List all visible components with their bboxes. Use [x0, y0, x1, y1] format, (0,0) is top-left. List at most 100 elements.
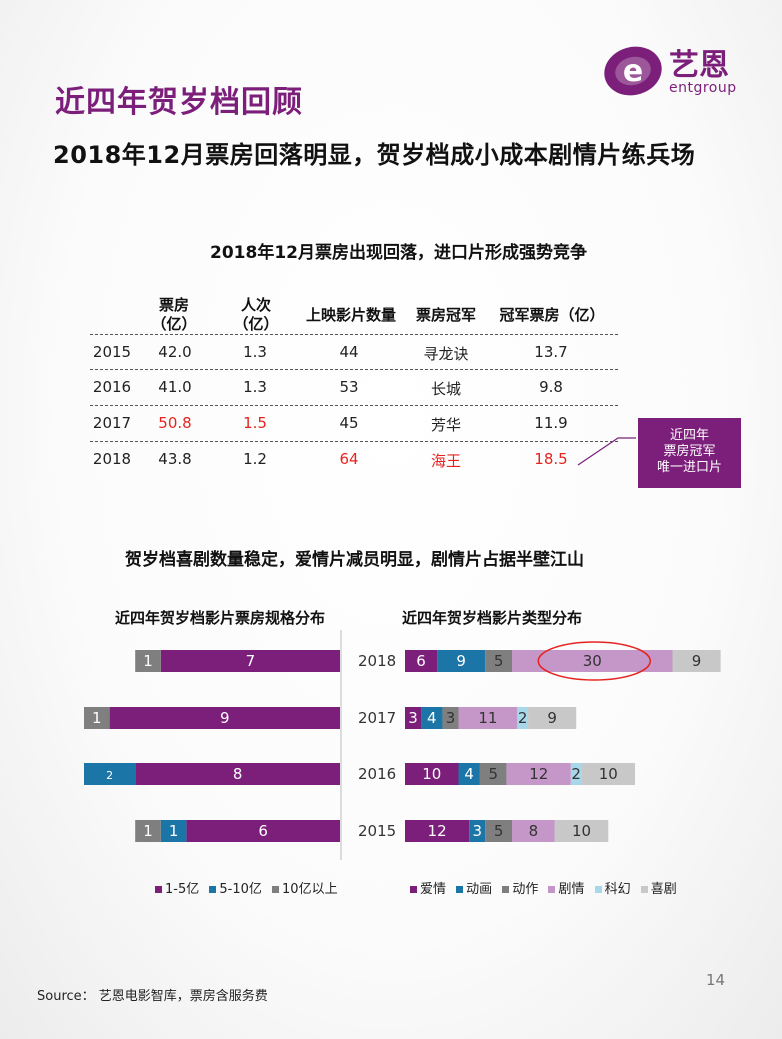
- table-row: 2018 43.8 1.2 64 海王 18.5: [90, 441, 618, 476]
- bar-segment: [135, 650, 161, 672]
- header-champion: 票房冠军: [415, 306, 476, 324]
- bar-segment: [512, 820, 555, 842]
- cell-box-office: 41.0: [158, 378, 192, 396]
- cell-champion: 长城: [430, 380, 461, 398]
- cell-attendance: 1.2: [243, 450, 267, 468]
- legend-label: 科幻: [604, 882, 631, 897]
- table-section-title: 2018年12月票房出现回落，进口片形成强势竞争: [210, 243, 587, 263]
- callout-line: 票房冠军: [663, 444, 716, 459]
- bar-value-label: 30: [583, 652, 602, 670]
- bar-value-label: 9: [547, 709, 557, 727]
- cell-year: 2017: [92, 414, 132, 432]
- legend-swatch: [155, 886, 162, 893]
- category-label: 2016: [358, 765, 396, 783]
- bar-value-label: 10: [422, 765, 441, 783]
- legend-item: 5-10亿: [209, 878, 262, 897]
- page-subtitle: 2018年12月票房回落明显，贺岁档成小成本剧情片练兵场: [53, 141, 696, 169]
- bar-segment: [437, 650, 486, 672]
- bar-value-label: 6: [416, 652, 426, 670]
- bar-value-label: 1: [143, 652, 153, 670]
- legend-label: 动画: [466, 882, 493, 897]
- highlight-ellipse: [537, 641, 651, 681]
- legend-label: 动作: [512, 882, 539, 897]
- legend-swatch: [548, 886, 556, 893]
- source-note: Source： 艺恩电影智库，票房含服务费: [37, 989, 268, 1004]
- row-divider: [90, 405, 618, 406]
- cell-year: 2016: [92, 378, 132, 396]
- bar-segment: [160, 650, 340, 672]
- bar-segment: [458, 707, 518, 729]
- bar-value-label: 8: [529, 822, 539, 840]
- legend-swatch: [209, 886, 217, 893]
- header-attendance-line1: 人次: [240, 296, 271, 314]
- bar-segment: [485, 820, 512, 842]
- row-divider: [90, 334, 618, 335]
- bar-value-label: 3: [446, 709, 456, 727]
- header-film-count: 上映影片数量: [305, 306, 396, 324]
- bar-segment: [554, 820, 609, 842]
- table-row: 2016 41.0 1.3 53 长城 9.8: [90, 369, 618, 404]
- bar-value-label: 9: [692, 652, 702, 670]
- page-number: 14: [706, 971, 726, 989]
- bar-value-label: 10: [572, 822, 591, 840]
- legend-swatch: [272, 886, 280, 893]
- bar-segment: [570, 763, 582, 785]
- bar-value-label: 12: [529, 765, 548, 783]
- bar-segment: [528, 707, 577, 729]
- bar-segment: [84, 763, 136, 785]
- cell-year: 2015: [92, 343, 132, 361]
- bar-segment: [405, 820, 470, 842]
- header-box-office-line1: 票房: [158, 296, 189, 314]
- bar-value-label: 2: [106, 769, 113, 782]
- callout-box: 近四年 票房冠军 唯一进口片: [638, 418, 741, 488]
- logo-cn-text: 艺恩: [669, 48, 729, 83]
- legend-swatch: [410, 886, 417, 893]
- legend-label: 爱情: [420, 882, 447, 897]
- legend-box-office-scale: 1-5亿 5-10亿 10亿以上: [155, 878, 344, 897]
- bar-value-label: 1: [92, 709, 102, 727]
- legend-label: 剧情: [558, 882, 585, 897]
- cell-box-office: 43.8: [158, 450, 192, 468]
- category-label: 2018: [358, 652, 396, 670]
- legend-swatch: [594, 886, 602, 893]
- bar-value-label: 3: [408, 709, 418, 727]
- bar-segment: [405, 707, 422, 729]
- bar-value-label: 1: [143, 822, 153, 840]
- cell-film-count-highlight: 64: [339, 450, 359, 468]
- header-attendance-line2: （亿）: [233, 315, 279, 333]
- legend-item: 科幻: [594, 878, 631, 897]
- cell-attendance: 1.3: [243, 378, 267, 396]
- legend-label: 喜剧: [650, 882, 677, 897]
- category-label: 2017: [358, 709, 396, 727]
- bar-segment: [458, 763, 480, 785]
- header-champion-box-office: 冠军票房（亿）: [499, 306, 605, 324]
- bar-value-label: 5: [489, 765, 499, 783]
- legend-item: 1-5亿: [155, 878, 199, 897]
- cell-box-office: 42.0: [158, 343, 192, 361]
- charts-section-title: 贺岁档喜剧数量稳定，爱情片减员明显，剧情片占据半壁江山: [125, 550, 584, 570]
- bar-value-label: 5: [494, 652, 504, 670]
- cell-champion: 寻龙诀: [423, 345, 469, 363]
- bar-value-label: 9: [456, 652, 466, 670]
- bar-segment: [479, 763, 507, 785]
- logo-mark-icon: e: [604, 46, 662, 96]
- bar-value-label: 4: [427, 709, 437, 727]
- bar-segment: [405, 650, 438, 672]
- cell-champion: 芳华: [430, 416, 461, 434]
- bar-segment: [517, 707, 529, 729]
- cell-champion-box-office: 11.9: [534, 414, 568, 432]
- bar-segment: [469, 820, 486, 842]
- logo-mark-letter: e: [623, 54, 643, 89]
- cell-champion-highlight: 海王: [430, 452, 461, 470]
- bar-segment: [485, 650, 512, 672]
- bar-value-label: 5: [494, 822, 504, 840]
- bar-segment: [405, 763, 459, 785]
- chart-title-genre: 近四年贺岁档影片类型分布: [402, 609, 583, 627]
- header-box-office-line2: （亿）: [151, 315, 197, 333]
- legend-item: 爱情: [410, 878, 446, 897]
- bar-segment: [160, 820, 187, 842]
- legend-label: 1-5亿: [165, 882, 200, 897]
- legend-label: 5-10亿: [219, 882, 262, 897]
